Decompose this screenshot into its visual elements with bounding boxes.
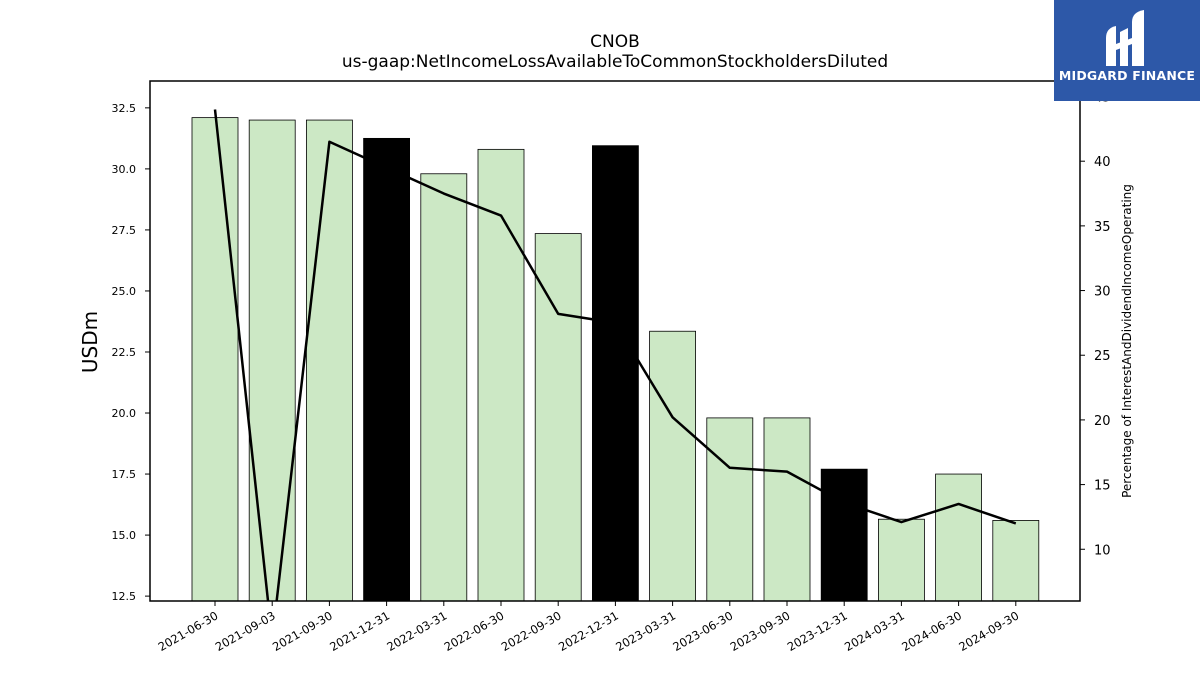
y-tick-label: 20.0 [112, 407, 137, 420]
y-tick-label: 17.5 [112, 468, 137, 481]
bar-2021-09-03 [248, 119, 296, 602]
logo-text: MIDGARD FINANCE [1058, 68, 1196, 83]
x-tick-label: 2022-09-30 [499, 608, 564, 654]
x-tick-label: 2022-12-31 [556, 608, 621, 654]
x-axis: 2021-06-302021-09-032021-09-302021-12-31… [156, 601, 1021, 654]
bar-2021-06-30 [191, 117, 239, 602]
y-tick-label: 27.5 [112, 224, 137, 237]
y-tick-label: 30.0 [112, 163, 137, 176]
x-tick-label: 2022-06-30 [442, 608, 507, 654]
bar-series [191, 117, 1040, 602]
y-tick-label: 12.5 [112, 590, 137, 603]
bar-2022-09-30 [534, 233, 582, 602]
bar-2022-03-31 [420, 173, 468, 602]
y2-tick-label: 30 [1094, 285, 1111, 300]
y2-tick-label: 35 [1094, 220, 1111, 235]
x-tick-label: 2021-09-30 [270, 608, 335, 654]
line-series [213, 109, 1017, 601]
chart-title: CNOB [590, 32, 640, 52]
x-tick-label: 2023-06-30 [670, 608, 735, 654]
y2-tick-label: 20 [1094, 414, 1111, 429]
x-tick-label: 2023-09-30 [728, 608, 793, 654]
x-tick-label: 2023-12-31 [785, 608, 850, 654]
bar-2023-06-30 [706, 417, 754, 602]
chart-subtitle: us-gaap:NetIncomeLossAvailableToCommonSt… [341, 52, 889, 72]
y-tick-label: 15.0 [112, 529, 137, 542]
bar-2023-03-31 [649, 330, 696, 602]
y2-tick-label: 15 [1094, 479, 1111, 494]
x-tick-label: 2021-12-31 [327, 608, 392, 654]
y2-tick-label: 25 [1094, 349, 1111, 364]
bar-2021-09-30 [305, 119, 353, 602]
y-axis-label: USDm [78, 310, 102, 374]
x-tick-label: 2022-03-31 [384, 608, 449, 654]
y2-tick-label: 10 [1094, 543, 1111, 558]
x-tick-label: 2021-09-03 [213, 608, 278, 654]
bar-2022-06-30 [477, 148, 525, 602]
bar-2023-09-30 [763, 417, 811, 602]
y-axis-right: 1015202530354045 [1080, 91, 1111, 558]
y-axis-left: 12.5 15.0 17.5 20.0 22.5 25.0 27.5 30.0 32.5 [112, 102, 150, 603]
x-tick-label: 2024-03-31 [842, 608, 907, 654]
y-tick-label: 32.5 [112, 102, 137, 115]
y-tick-label: 25.0 [112, 285, 137, 298]
brand-logo: MIDGARD FINANCE [1054, 0, 1200, 101]
bar-2023-12-31 [820, 468, 868, 602]
bar-2024-03-31 [878, 518, 925, 602]
bar-2024-09-30 [992, 520, 1040, 602]
logo-mark-icon [1106, 10, 1144, 66]
x-tick-label: 2024-09-30 [956, 608, 1021, 654]
x-tick-label: 2023-03-31 [613, 608, 678, 654]
x-tick-label: 2021-06-30 [156, 608, 221, 654]
y2-tick-label: 40 [1094, 155, 1111, 170]
bar-2024-06-30 [935, 473, 982, 602]
bar-2022-12-31 [592, 145, 639, 602]
bar-2021-12-31 [363, 137, 411, 602]
x-tick-label: 2024-06-30 [899, 608, 964, 654]
y2-axis-label: Percentage of InterestAndDividendIncomeO… [1120, 184, 1134, 498]
y-tick-label: 22.5 [112, 346, 137, 359]
